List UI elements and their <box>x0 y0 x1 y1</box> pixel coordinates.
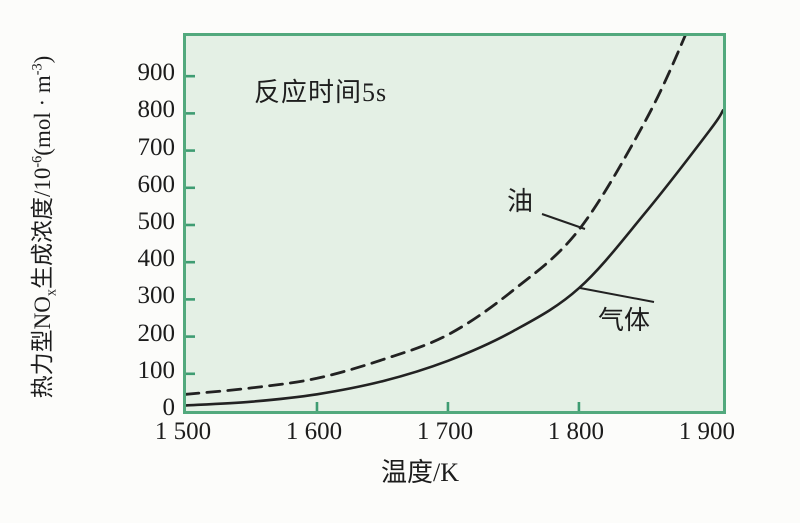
oil-series-label: 油 <box>507 187 534 216</box>
x-tick-label-1600: 1 600 <box>285 418 343 445</box>
y-tick-label-100: 100 <box>137 356 176 384</box>
gas-leader-line <box>579 287 655 303</box>
y-tick-label-600: 600 <box>137 170 176 198</box>
x-tick-label-1800: 1 800 <box>547 418 605 445</box>
y-axis-title-part: 生成浓度/10 <box>30 167 55 289</box>
plot-canvas <box>186 36 723 411</box>
oil-curve <box>186 36 687 396</box>
y-tick-label-0: 0 <box>162 394 176 421</box>
x-axis-title: 温度/K <box>380 458 459 487</box>
y-tick-label-300: 300 <box>137 282 176 310</box>
y-tick-label-400: 400 <box>137 245 176 273</box>
gas-series-label: 气体 <box>598 306 651 335</box>
y-tick-label-700: 700 <box>137 133 176 161</box>
y-axis-title-part: 热力型NO <box>30 296 55 399</box>
y-tick-label-500: 500 <box>137 207 176 235</box>
y-axis-title-part: x <box>43 288 60 297</box>
y-axis-title-part: -6 <box>29 155 46 168</box>
y-axis-title-part: (mol · m <box>30 75 55 156</box>
axis-tick-marks <box>186 74 581 411</box>
gas-curve <box>186 109 723 407</box>
y-axis-title-part: -3 <box>29 63 46 76</box>
y-axis-title: 热力型NOx生成浓度/10-6(mol · m-3) <box>23 0 60 463</box>
x-tick-label-1500: 1 500 <box>154 418 212 445</box>
y-axis-title-part: ) <box>30 55 55 64</box>
y-tick-label-200: 200 <box>137 319 176 347</box>
reaction-time-annotation: 反应时间5s <box>254 78 388 107</box>
plot-area: 反应时间5s 油 气体 <box>183 33 726 414</box>
x-tick-label-1700: 1 700 <box>416 418 474 445</box>
x-tick-label-1900: 1 900 <box>678 418 736 445</box>
y-tick-label-900: 900 <box>137 59 176 87</box>
oil-leader-line <box>541 213 586 230</box>
y-tick-label-800: 800 <box>137 96 176 124</box>
